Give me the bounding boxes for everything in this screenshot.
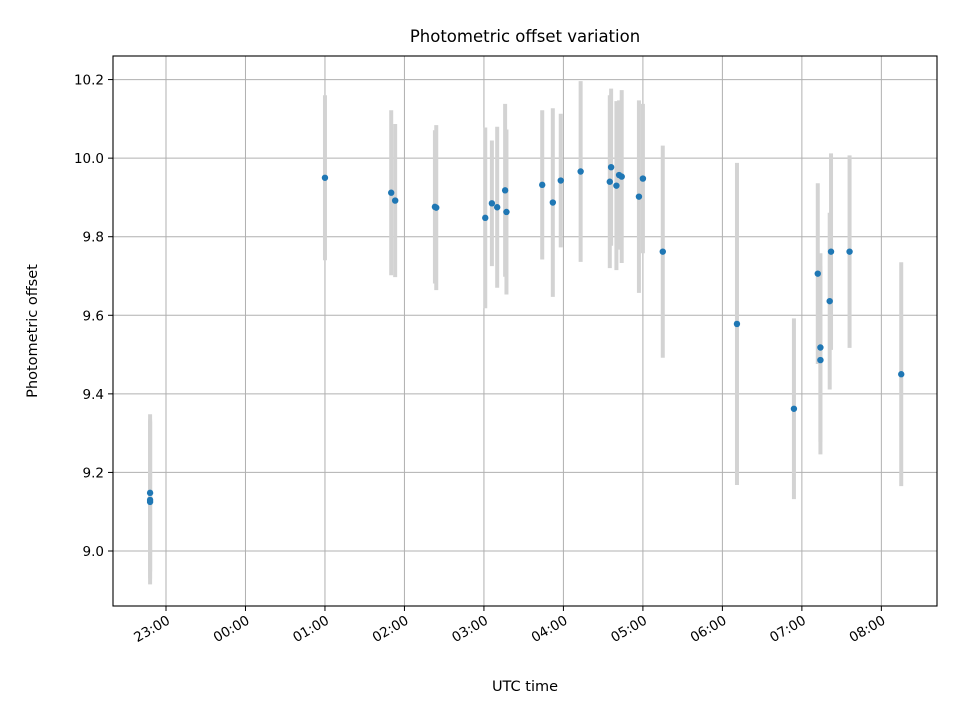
y-tick-label: 9.2 bbox=[83, 465, 104, 481]
data-point bbox=[493, 204, 501, 211]
data-point bbox=[577, 168, 584, 175]
data-point bbox=[387, 189, 395, 196]
data-point bbox=[607, 163, 615, 171]
data-point bbox=[826, 297, 833, 305]
y-tick-label: 9.6 bbox=[83, 308, 104, 324]
y-axis-label: Photometric offset bbox=[25, 264, 41, 398]
data-point bbox=[146, 489, 154, 497]
data-point bbox=[659, 248, 666, 255]
data-points bbox=[146, 163, 905, 506]
data-point bbox=[321, 174, 329, 181]
y-tick-label: 10.2 bbox=[74, 73, 104, 89]
data-point bbox=[827, 248, 835, 255]
y-tick-label: 9.4 bbox=[83, 387, 104, 403]
data-point bbox=[391, 197, 399, 204]
data-point bbox=[433, 204, 440, 211]
y-tick-label: 9.8 bbox=[83, 230, 104, 246]
data-point bbox=[482, 214, 489, 222]
data-point bbox=[733, 320, 741, 328]
data-point bbox=[846, 248, 853, 255]
chart-title: Photometric offset variation bbox=[410, 27, 640, 46]
data-point bbox=[814, 270, 821, 277]
data-point bbox=[501, 187, 509, 194]
data-point bbox=[639, 175, 647, 182]
data-point bbox=[488, 200, 496, 207]
data-point bbox=[539, 181, 546, 189]
data-point bbox=[635, 193, 643, 200]
data-point bbox=[618, 173, 625, 180]
data-point bbox=[503, 208, 510, 216]
data-point bbox=[613, 182, 620, 189]
y-tick-label: 10.0 bbox=[74, 151, 104, 167]
y-axis-ticks: 9.0 9.2 9.4 9.6 9.8 10.0 10.2 bbox=[74, 73, 113, 560]
data-point bbox=[817, 344, 824, 351]
data-point bbox=[898, 371, 905, 378]
data-point bbox=[146, 498, 154, 506]
data-point bbox=[557, 177, 564, 184]
x-axis-label: UTC time bbox=[492, 679, 558, 695]
y-tick-label: 9.0 bbox=[83, 544, 104, 560]
data-point bbox=[606, 178, 613, 185]
data-point bbox=[817, 356, 824, 364]
data-point bbox=[549, 199, 557, 206]
plot-area-frame bbox=[112, 55, 938, 607]
data-point bbox=[790, 405, 798, 412]
